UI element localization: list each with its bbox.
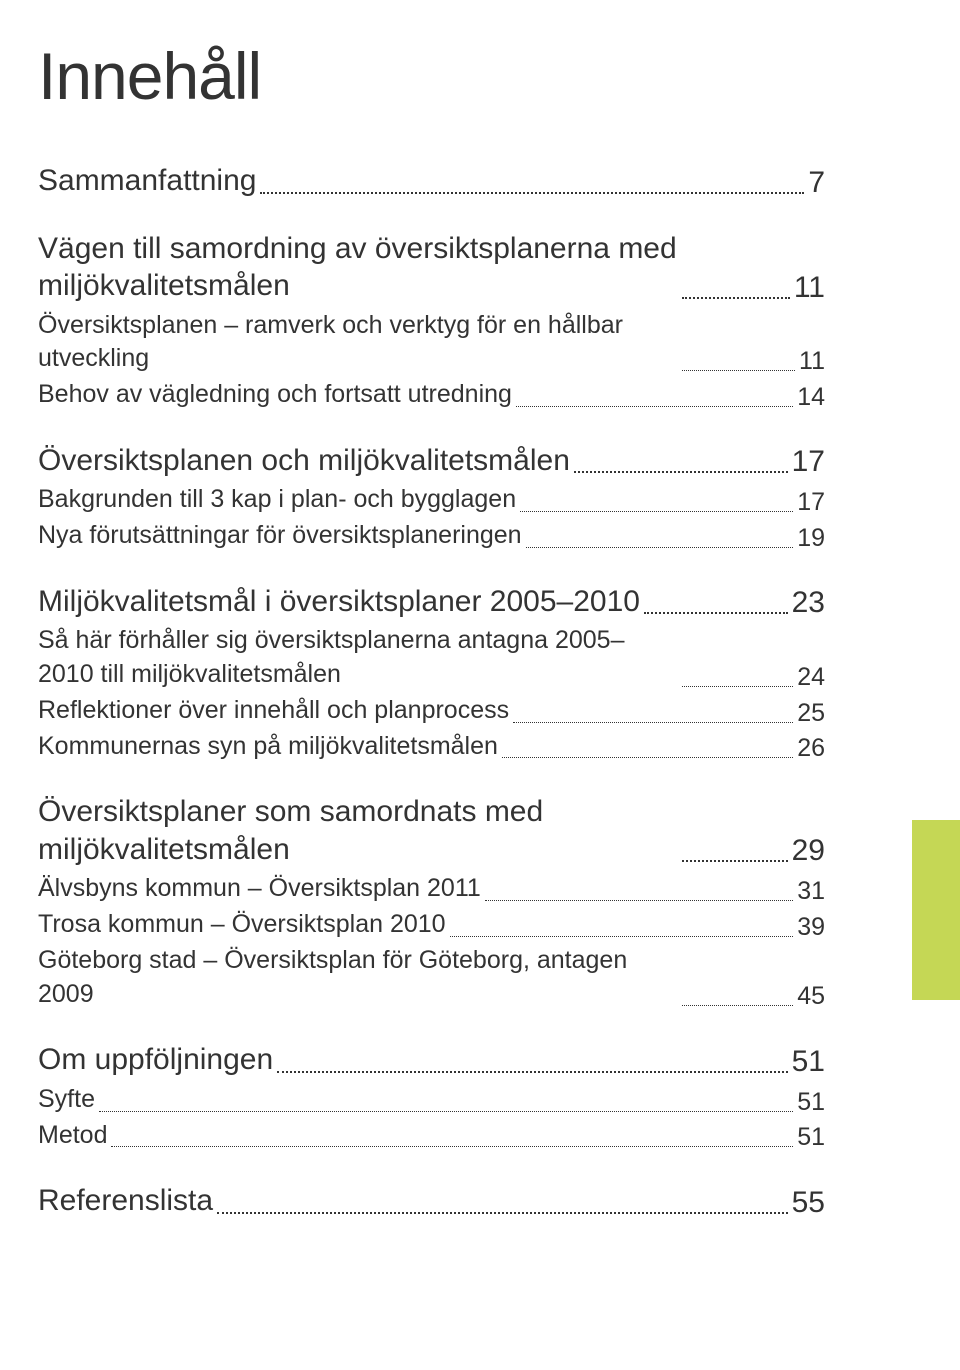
toc-section: Sammanfattning 7 [38,162,825,200]
toc-subblock: Översiktsplanen – ramverk och verktyg fö… [38,309,825,412]
toc-heading-label: Referenslista [38,1182,213,1220]
toc-leader [111,1146,793,1147]
toc-subblock: Syfte 51 Metod 51 [38,1083,825,1153]
toc-subheading: Syfte 51 [38,1083,825,1117]
toc-subheading-page: 11 [799,347,825,376]
toc-leader [682,370,795,371]
toc-subheading-label: Nya förutsättningar för översiktsplaneri… [38,519,522,553]
toc-heading: Vägen till samordning av översiktsplaner… [38,230,825,305]
toc-leader [520,511,793,512]
toc-subheading-page: 45 [797,982,825,1011]
toc-heading: Översiktsplaner som samordnats med miljö… [38,793,825,868]
toc-leader [513,722,793,723]
toc-leader [682,686,793,687]
toc-subheading-label: Göteborg stad – Översiktsplan för Götebo… [38,944,678,1012]
toc-leader [682,1005,793,1006]
toc-subblock: Älvsbyns kommun – Översiktsplan 201131Tr… [38,872,825,1011]
toc-leader [574,471,788,473]
toc-subheading-label: Kommunernas syn på miljökvalitetsmålen [38,730,498,764]
toc-heading: Sammanfattning 7 [38,162,825,200]
toc-root: Sammanfattning 7 Vägen till samordning av … [38,162,825,1220]
toc-subheading-label: Trosa kommun – Översiktsplan 2010 [38,908,446,942]
toc-subheading-page: 51 [797,1088,825,1117]
toc-leader [516,406,793,407]
toc-section: Översiktsplaner som samordnats med miljö… [38,793,825,1011]
toc-heading-label: Sammanfattning [38,162,256,200]
toc-subheading-page: 17 [797,488,825,517]
toc-section: Översiktsplanen och miljökvalitetsmålen 1… [38,442,825,553]
toc-subheading: Metod 51 [38,1119,825,1153]
toc-subheading-page: 31 [797,877,825,906]
toc-leader [260,192,804,194]
toc-subheading-page: 39 [797,913,825,942]
toc-subheading-label: Så här förhåller sig översiktsplanerna a… [38,624,678,692]
side-tab [912,820,960,1000]
toc-subheading: Reflektioner över innehåll och planproce… [38,694,825,728]
toc-leader [450,936,794,937]
toc-subheading-label: Älvsbyns kommun – Översiktsplan 2011 [38,872,481,906]
toc-subheading: Älvsbyns kommun – Översiktsplan 2011 31 [38,872,825,906]
toc-subheading: Kommunernas syn på miljökvalitetsmålen 26 [38,730,825,764]
toc-subheading-page: 25 [797,699,825,728]
toc-leader [485,900,793,901]
toc-heading-page: 55 [792,1186,825,1220]
toc-heading-page: 11 [794,271,825,305]
toc-subheading: Bakgrunden till 3 kap i plan- och byggla… [38,483,825,517]
toc-leader [99,1111,793,1112]
toc-subheading-page: 19 [797,524,825,553]
toc-heading-page: 51 [792,1045,825,1079]
toc-heading-page: 17 [792,445,825,479]
toc-subblock: Så här förhåller sig översiktsplanerna a… [38,624,825,763]
toc-subheading: Översiktsplanen – ramverk och verktyg fö… [38,309,825,377]
toc-heading-label: Översiktsplanen och miljökvalitetsmålen [38,442,570,480]
toc-heading: Miljökvalitetsmål i översiktsplaner 2005… [38,583,825,621]
toc-subheading: Göteborg stad – Översiktsplan för Götebo… [38,944,825,1012]
toc-subheading-page: 24 [797,663,825,692]
toc-subheading: Nya förutsättningar för översiktsplaneri… [38,519,825,553]
toc-subheading-page: 14 [797,383,825,412]
toc-subheading-page: 51 [797,1123,825,1152]
toc-section: Om uppföljningen 51 Syfte 51 Metod 51 [38,1041,825,1152]
toc-heading-label: Vägen till samordning av översiktsplaner… [38,230,678,305]
toc-section: Vägen till samordning av översiktsplaner… [38,230,825,412]
toc-subheading: Så här förhåller sig översiktsplanerna a… [38,624,825,692]
toc-subheading-label: Behov av vägledning och fortsatt utredni… [38,378,512,412]
toc-subheading-label: Reflektioner över innehåll och planproce… [38,694,509,728]
toc-heading-label: Miljökvalitetsmål i översiktsplaner 2005… [38,583,640,621]
toc-leader [682,860,788,862]
toc-heading-page: 23 [792,586,825,620]
toc-subheading-label: Översiktsplanen – ramverk och verktyg fö… [38,309,678,377]
toc-page: Innehåll Sammanfattning 7 Vägen till samor… [0,0,960,1370]
toc-leader [217,1212,788,1214]
toc-heading-label: Om uppföljningen [38,1041,273,1079]
toc-subheading-label: Bakgrunden till 3 kap i plan- och byggla… [38,483,516,517]
toc-leader [644,612,788,614]
toc-subheading: Trosa kommun – Översiktsplan 2010 39 [38,908,825,942]
toc-heading-page: 29 [792,834,825,868]
toc-heading-label: Översiktsplaner som samordnats med miljö… [38,793,678,868]
toc-leader [682,297,790,299]
toc-subheading-label: Syfte [38,1083,95,1117]
toc-subblock: Bakgrunden till 3 kap i plan- och byggla… [38,483,825,553]
toc-leader [526,547,794,548]
toc-subheading-label: Metod [38,1119,107,1153]
toc-section: Miljökvalitetsmål i översiktsplaner 2005… [38,583,825,764]
toc-subheading: Behov av vägledning och fortsatt utredni… [38,378,825,412]
toc-section: Referenslista 55 [38,1182,825,1220]
toc-subheading-page: 26 [797,734,825,763]
toc-heading: Om uppföljningen 51 [38,1041,825,1079]
toc-heading-page: 7 [808,166,825,200]
page-title: Innehåll [38,38,825,114]
toc-leader [502,757,793,758]
toc-heading: Översiktsplanen och miljökvalitetsmålen 1… [38,442,825,480]
toc-leader [277,1071,787,1073]
toc-heading: Referenslista 55 [38,1182,825,1220]
